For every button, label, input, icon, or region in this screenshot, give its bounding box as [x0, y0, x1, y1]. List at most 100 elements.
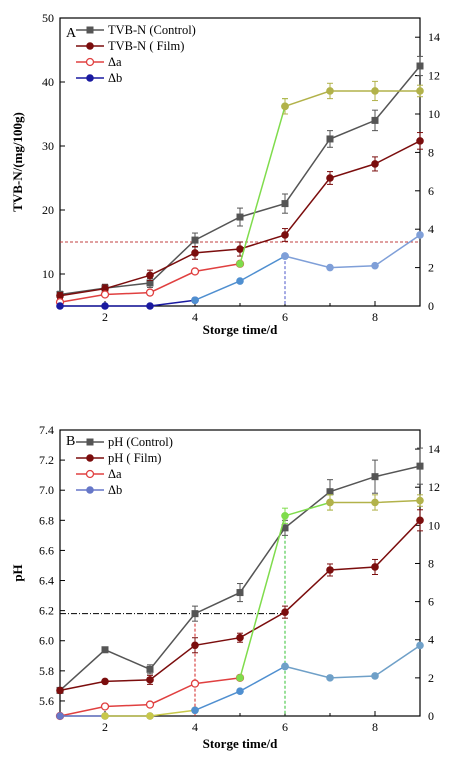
data-point: [146, 676, 154, 684]
y2-tick-label: 10: [428, 518, 440, 532]
legend-label: Δb: [108, 71, 122, 85]
data-point: [281, 512, 289, 520]
x-tick-label: 2: [102, 310, 108, 324]
x-axis-label: Storge time/d: [203, 322, 279, 337]
x-tick-label: 8: [372, 720, 378, 734]
x-tick-label: 6: [282, 720, 288, 734]
data-point: [371, 473, 379, 481]
data-point: [281, 662, 289, 671]
x-tick-label: 8: [372, 310, 378, 324]
series-line: [60, 299, 196, 307]
y2-tick-label: 4: [428, 633, 434, 647]
data-point: [326, 263, 334, 272]
data-point: [371, 261, 379, 270]
data-point: [236, 245, 244, 253]
data-point: [101, 646, 109, 654]
data-point: [101, 677, 109, 686]
y2-tick-label: 10: [428, 107, 440, 121]
y2-tick-label: 0: [428, 709, 434, 723]
data-point: [416, 87, 424, 95]
legend-label: pH (Control): [108, 435, 173, 449]
y-tick-label: 30: [42, 139, 54, 153]
data-point: [326, 135, 334, 143]
x-tick-label: 2: [102, 720, 108, 734]
y-axis-label: TVB-N/(mg/100g): [10, 112, 25, 212]
data-point: [326, 87, 334, 95]
y2-tick-label: 12: [428, 69, 440, 83]
y2-tick-label: 6: [428, 595, 434, 609]
data-point: [101, 712, 109, 720]
data-point: [281, 608, 289, 616]
y-tick-label: 7.2: [39, 453, 54, 467]
data-point: [281, 102, 289, 111]
data-point: [191, 641, 199, 650]
data-point: [146, 712, 154, 720]
data-point: [236, 277, 244, 285]
y2-tick-label: 0: [428, 299, 434, 313]
x-axis-label: Storge time/d: [203, 736, 279, 751]
data-point: [191, 236, 199, 244]
data-point: [236, 674, 244, 682]
data-point: [146, 271, 154, 280]
y-tick-label: 40: [42, 75, 54, 89]
y2-tick-label: 2: [428, 261, 434, 275]
data-point: [101, 302, 109, 310]
data-point: [416, 231, 424, 239]
data-point: [56, 712, 64, 720]
y-tick-label: 6.8: [39, 513, 54, 527]
legend-marker: [85, 469, 95, 479]
y-tick-label: 5.8: [39, 664, 54, 678]
data-point: [146, 302, 154, 310]
y2-tick-label: 2: [428, 671, 434, 685]
y-axis-label: pH: [10, 564, 25, 581]
data-point: [145, 700, 155, 709]
y-tick-label: 7.4: [39, 423, 54, 437]
legend-marker: [86, 26, 94, 34]
data-point: [101, 284, 109, 293]
y-tick-label: 20: [42, 203, 54, 217]
data-point: [190, 267, 200, 276]
data-point: [371, 87, 379, 95]
series-line: [284, 90, 420, 108]
data-point: [416, 516, 424, 525]
series-line: [284, 234, 421, 269]
panel-a-chart: 2 4 6 8 10 20 30 40 50 0 2 4 6 8 10 12 14 Storge time/d TV…: [10, 11, 440, 337]
y-tick-label: 50: [42, 11, 54, 25]
data-point: [371, 672, 379, 680]
data-point: [146, 279, 154, 287]
data-point: [416, 62, 424, 70]
y2-tick-label: 12: [428, 480, 440, 494]
data-point: [100, 702, 110, 711]
panel-b-chart: 2 4 6 8 5.6 5.8 6.0 6.2 6.4 6.6 6.8 7.0 7.2 7.4 0 2 4 6 8 1…: [10, 423, 440, 751]
data-point: [236, 589, 244, 597]
data-point: [281, 200, 289, 208]
data-point: [281, 231, 289, 239]
data-point: [416, 462, 424, 470]
x-tick-label: 6: [282, 310, 288, 324]
data-point: [416, 137, 424, 145]
data-point: [100, 290, 110, 299]
data-point: [371, 563, 379, 571]
series-line: [239, 106, 286, 265]
legend-label: TVB-N ( Film): [108, 39, 184, 53]
data-point: [326, 498, 334, 507]
data-point: [371, 116, 379, 124]
data-point: [146, 665, 154, 673]
y-tick-label: 6.2: [39, 604, 54, 618]
y-tick-label: 7.0: [39, 483, 54, 497]
data-point: [326, 174, 334, 182]
y-tick-label: 10: [42, 267, 54, 281]
data-point: [326, 566, 334, 574]
data-point: [326, 488, 334, 496]
legend-marker: [86, 454, 94, 462]
data-point: [326, 674, 334, 682]
data-point: [281, 252, 289, 260]
data-point: [371, 160, 379, 168]
data-point: [236, 633, 244, 642]
legend-label: Δa: [108, 467, 122, 481]
data-point: [191, 296, 199, 305]
data-point: [416, 496, 424, 505]
data-point: [191, 706, 199, 715]
data-point: [56, 291, 64, 300]
